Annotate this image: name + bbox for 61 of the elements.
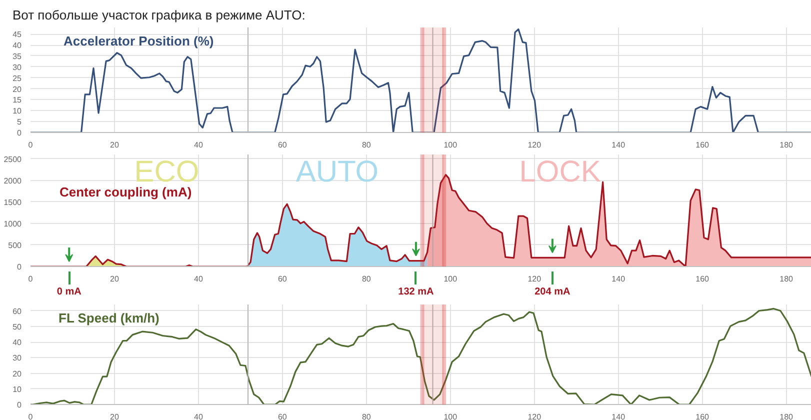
- series-label: AUTO: [296, 156, 379, 188]
- x-tick-label: 20: [110, 412, 120, 420]
- x-tick-label: 180: [780, 412, 794, 420]
- x-tick-label: 140: [612, 274, 626, 284]
- x-tick-label: 80: [362, 274, 372, 284]
- x-tick-label: 60: [278, 412, 288, 420]
- annotation: 204 mA: [534, 286, 570, 298]
- x-tick-label: 80: [362, 140, 372, 150]
- x-tick-label: 100: [444, 140, 458, 150]
- x-tick-label: 40: [194, 412, 204, 420]
- y-tick-label: 0: [17, 400, 22, 410]
- y-tick-label: 45: [12, 30, 22, 40]
- annotation: 132 mA: [398, 286, 434, 298]
- y-tick-label: 0: [17, 262, 22, 272]
- x-tick-label: 160: [696, 140, 710, 150]
- y-tick-label: 60: [12, 306, 22, 316]
- chart-title: Вот побольше участок графика в режиме AUTO:: [12, 8, 306, 22]
- y-tick-label: 5: [17, 118, 22, 127]
- x-tick-label: 180: [780, 140, 794, 150]
- y-tick-label: 500: [8, 240, 22, 250]
- x-tick-label: 120: [528, 412, 542, 420]
- x-tick-label: 100: [444, 274, 458, 284]
- y-tick-label: 30: [12, 62, 22, 72]
- y-tick-label: 2500: [4, 154, 22, 164]
- y-tick-label: 2000: [4, 176, 22, 186]
- x-tick-label: 160: [696, 412, 710, 420]
- x-tick-label: 0: [28, 412, 34, 420]
- x-tick-label: 140: [612, 140, 626, 150]
- x-tick-label: 20: [110, 274, 120, 284]
- series-label: Accelerator Position (%): [64, 34, 214, 48]
- annotation: 0 mA: [56, 286, 82, 298]
- x-tick-label: 80: [362, 412, 372, 420]
- x-tick-label: 100: [444, 412, 458, 420]
- x-tick-label: 0: [28, 274, 34, 284]
- y-tick-label: 20: [12, 369, 22, 378]
- x-tick-label: 40: [194, 274, 204, 284]
- x-tick-label: 120: [528, 274, 542, 284]
- x-tick-label: 60: [278, 274, 288, 284]
- y-tick-label: 10: [12, 106, 22, 116]
- x-tick-label: 160: [696, 274, 710, 284]
- y-tick-label: 1000: [4, 219, 22, 228]
- series-label: LOCK: [519, 156, 601, 188]
- y-tick-label: 15: [12, 96, 22, 105]
- y-tick-label: 30: [12, 354, 22, 363]
- y-tick-label: 35: [12, 52, 22, 61]
- y-tick-label: 10: [12, 384, 22, 394]
- x-tick-label: 180: [780, 274, 794, 284]
- y-tick-label: 1500: [4, 198, 22, 207]
- x-tick-label: 60: [278, 140, 288, 150]
- y-tick-label: 0: [17, 128, 22, 138]
- y-tick-label: 20: [12, 84, 22, 94]
- x-tick-label: 20: [110, 140, 120, 150]
- x-tick-label: 40: [194, 140, 204, 150]
- y-tick-label: 25: [12, 74, 22, 83]
- y-tick-label: 40: [12, 338, 22, 347]
- x-tick-label: 140: [612, 412, 626, 420]
- x-tick-label: 120: [528, 140, 542, 150]
- y-tick-label: 40: [12, 41, 22, 50]
- x-tick-label: 0: [28, 140, 34, 150]
- y-tick-label: 50: [12, 322, 22, 332]
- series-label: FL Speed (km/h): [58, 310, 160, 326]
